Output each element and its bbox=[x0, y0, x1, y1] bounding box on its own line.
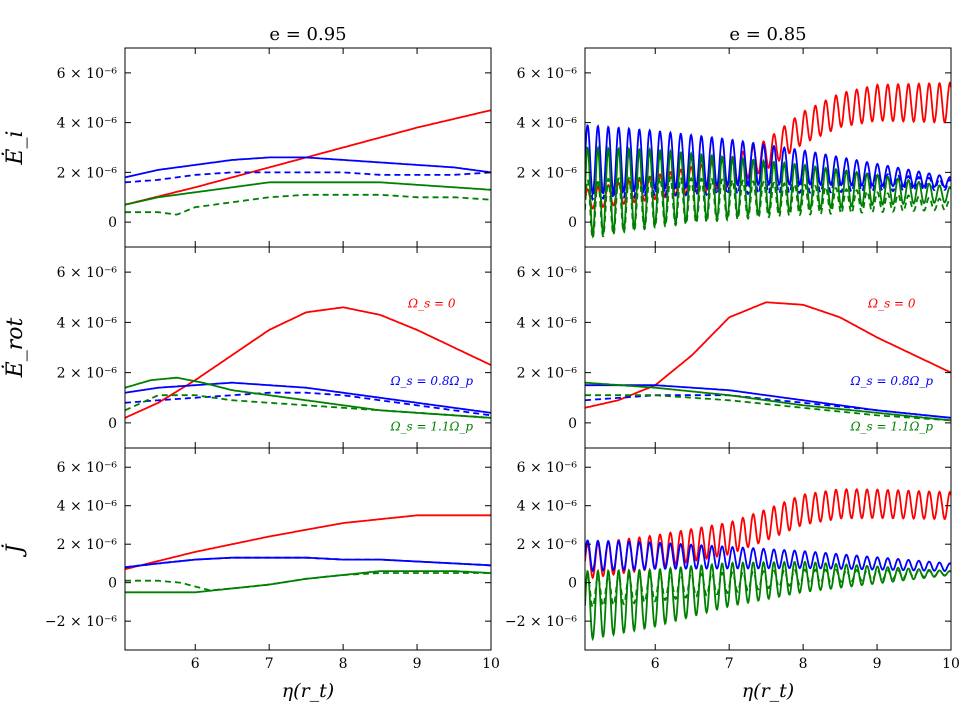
plot-area bbox=[125, 514, 491, 594]
y-tick-label: 0 bbox=[568, 215, 577, 231]
x-tick-label: 6 bbox=[651, 656, 660, 672]
axes-frame bbox=[124, 447, 492, 651]
series-annotation-green: Ω_s = 1.1Ω_p bbox=[390, 419, 474, 433]
series-line-green-dashed bbox=[585, 568, 951, 609]
y-tick-label: 0 bbox=[108, 215, 117, 231]
series-line-green bbox=[125, 181, 491, 206]
series-line-green-dashed bbox=[585, 175, 951, 241]
plot-area bbox=[585, 488, 951, 642]
series-annotation-blue: Ω_s = 0.8Ω_p bbox=[390, 374, 474, 388]
y-axis-label: Ė_i bbox=[1, 130, 28, 165]
series-line-green-dashed bbox=[125, 394, 491, 419]
series-line-blue bbox=[585, 123, 951, 197]
series-line-blue-dashed bbox=[125, 391, 491, 417]
series-line-green-dashed bbox=[125, 572, 491, 592]
x-axis-label: η(r_t) bbox=[742, 680, 794, 702]
panel-J_e095: −2 × 10⁻⁶ 0 2 × 10⁻⁶ 4 × 10⁻⁶ 6 × 10⁻⁶ 6 7 8 9 10… bbox=[2, 447, 500, 672]
panel-J_e085: −2 × 10⁻⁶ 0 2 × 10⁻⁶ 4 × 10⁻⁶ 6 × 10⁻⁶ 6 7 8 9 10 bbox=[505, 447, 960, 672]
y-tick-label: 4 × 10⁻⁶ bbox=[517, 499, 578, 515]
axes-frame bbox=[124, 246, 492, 449]
series-line-green bbox=[125, 376, 491, 419]
plot-area bbox=[125, 306, 491, 419]
y-tick-label: 6 × 10⁻⁶ bbox=[517, 66, 578, 82]
y-tick-label: −2 × 10⁻⁶ bbox=[45, 614, 117, 630]
series-line-blue-dashed bbox=[125, 171, 491, 184]
axes-frame bbox=[124, 47, 492, 248]
series-line-green-dashed bbox=[125, 193, 491, 216]
x-tick-label: 9 bbox=[413, 656, 422, 672]
series-line-green bbox=[585, 560, 951, 642]
x-tick-label: 8 bbox=[799, 656, 808, 672]
y-tick-label: 2 × 10⁻⁶ bbox=[517, 537, 578, 553]
y-tick-label: −2 × 10⁻⁶ bbox=[505, 614, 577, 630]
series-line-red bbox=[125, 514, 491, 571]
series-line-red bbox=[585, 301, 951, 409]
panel-Erot_e085: 0 2 × 10⁻⁶ 4 × 10⁻⁶ 6 × 10⁻⁶ Ω_s = 0 Ω_s = 0.… bbox=[517, 246, 952, 449]
y-axis-label: Ė_rot bbox=[1, 318, 28, 379]
x-tick-label: 10 bbox=[942, 656, 960, 672]
series-line-blue-dashed bbox=[125, 556, 491, 569]
x-tick-label: 10 bbox=[482, 656, 500, 672]
column-title: e = 0.85 bbox=[729, 24, 806, 45]
series-line-green bbox=[585, 144, 951, 239]
series-annotation-red: Ω_s = 0 bbox=[407, 296, 456, 310]
y-tick-label: 6 × 10⁻⁶ bbox=[57, 460, 118, 476]
y-tick-label: 2 × 10⁻⁶ bbox=[517, 165, 578, 181]
panel-Ei_e095: 0 2 × 10⁻⁶ 4 × 10⁻⁶ 6 × 10⁻⁶ Ė_i bbox=[1, 47, 492, 248]
y-tick-label: 2 × 10⁻⁶ bbox=[57, 165, 118, 181]
y-tick-label: 0 bbox=[108, 576, 117, 592]
x-axis-label: η(r_t) bbox=[282, 680, 334, 702]
series-line-green-dashed bbox=[585, 394, 951, 422]
panel-Erot_e095: 0 2 × 10⁻⁶ 4 × 10⁻⁶ 6 × 10⁻⁶ Ė_rot Ω_s = 0 Ω_s… bbox=[1, 246, 492, 449]
y-tick-label: 4 × 10⁻⁶ bbox=[57, 499, 118, 515]
y-axis-label: J̇ bbox=[2, 543, 28, 557]
series-line-blue bbox=[585, 384, 951, 419]
y-tick-label: 2 × 10⁻⁶ bbox=[57, 537, 118, 553]
x-tick-label: 6 bbox=[191, 656, 200, 672]
y-tick-label: 6 × 10⁻⁶ bbox=[517, 460, 578, 476]
y-tick-label: 6 × 10⁻⁶ bbox=[517, 265, 578, 281]
y-tick-label: 4 × 10⁻⁶ bbox=[57, 116, 118, 132]
x-tick-label: 7 bbox=[725, 656, 734, 672]
y-tick-label: 0 bbox=[568, 416, 577, 432]
axes-frame bbox=[584, 246, 952, 449]
series-annotation-green: Ω_s = 1.1Ω_p bbox=[850, 419, 934, 433]
series-line-blue bbox=[585, 539, 951, 573]
y-tick-label: 0 bbox=[568, 576, 577, 592]
column-title: e = 0.95 bbox=[269, 24, 346, 45]
y-tick-label: 4 × 10⁻⁶ bbox=[57, 315, 118, 331]
plot-area bbox=[585, 81, 951, 241]
series-line-blue bbox=[125, 381, 491, 414]
y-tick-label: 4 × 10⁻⁶ bbox=[517, 116, 578, 132]
panel-Ei_e085: 0 2 × 10⁻⁶ 4 × 10⁻⁶ 6 × 10⁻⁶ bbox=[517, 47, 952, 248]
series-annotation-red: Ω_s = 0 bbox=[867, 296, 916, 310]
y-tick-label: 0 bbox=[108, 416, 117, 432]
series-line-green bbox=[585, 381, 951, 422]
x-tick-label: 9 bbox=[873, 656, 882, 672]
y-tick-label: 6 × 10⁻⁶ bbox=[57, 265, 118, 281]
plot-area bbox=[585, 301, 951, 422]
y-tick-label: 2 × 10⁻⁶ bbox=[517, 366, 578, 382]
y-tick-label: 2 × 10⁻⁶ bbox=[57, 366, 118, 382]
axes-frame bbox=[584, 447, 952, 651]
series-line-blue bbox=[125, 156, 491, 179]
y-tick-label: 6 × 10⁻⁶ bbox=[57, 66, 118, 82]
x-tick-label: 7 bbox=[265, 656, 274, 672]
series-annotation-blue: Ω_s = 0.8Ω_p bbox=[850, 374, 934, 388]
y-tick-label: 4 × 10⁻⁶ bbox=[517, 315, 578, 331]
x-tick-label: 8 bbox=[339, 656, 348, 672]
plot-area bbox=[125, 109, 491, 216]
